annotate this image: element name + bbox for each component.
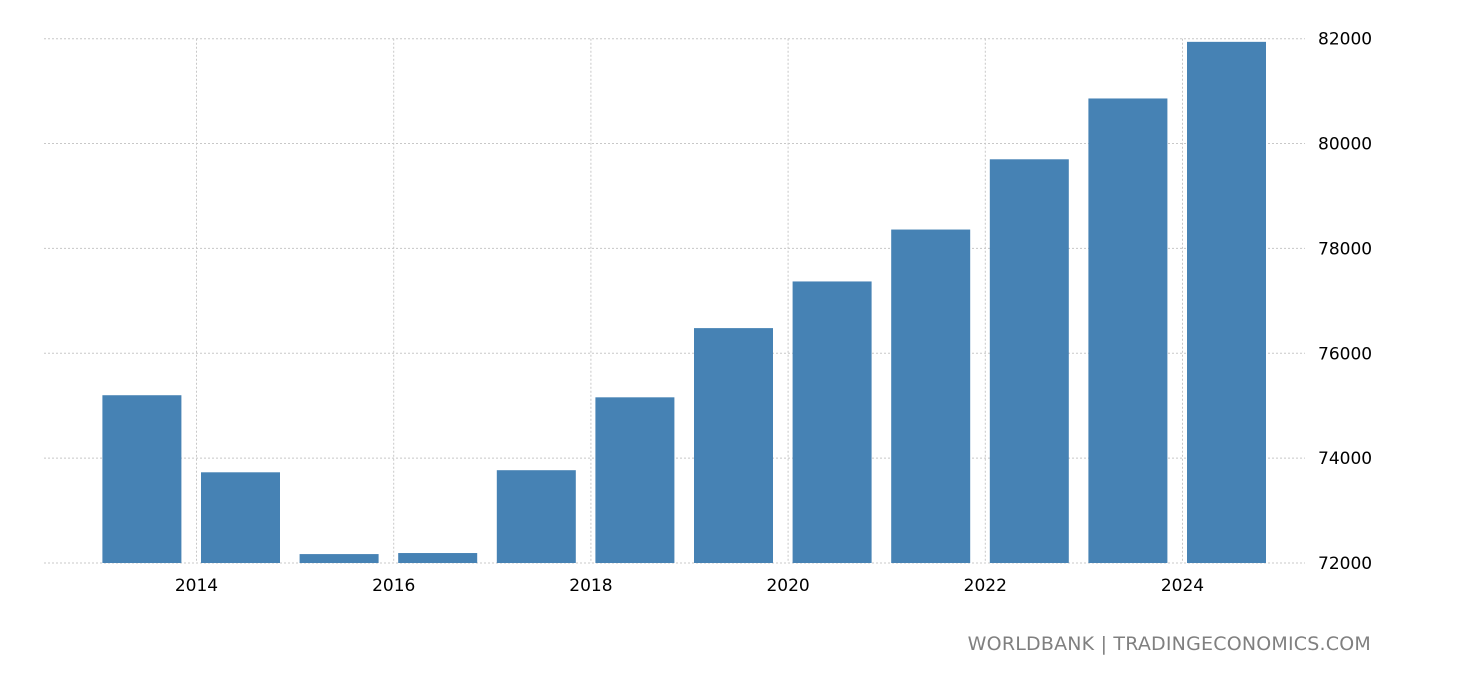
bar-2020 <box>792 281 872 563</box>
bar-2024 <box>1187 41 1266 563</box>
y-tick-label: 74000 <box>1318 449 1372 469</box>
x-tick-label: 2018 <box>569 576 612 596</box>
bar-2015 <box>299 554 379 563</box>
bar-2023 <box>1088 98 1168 563</box>
bar-2019 <box>694 328 773 563</box>
x-tick-label: 2024 <box>1161 576 1204 596</box>
bar-2016 <box>398 553 478 563</box>
x-tick-label: 2020 <box>766 576 809 596</box>
y-tick-label: 76000 <box>1318 344 1372 364</box>
x-tick-label: 2022 <box>964 576 1007 596</box>
x-tick-label: 2016 <box>372 576 415 596</box>
bar-2017 <box>496 470 576 563</box>
bar-2022 <box>989 159 1069 563</box>
bar-2018 <box>595 397 675 563</box>
x-tick-label: 2014 <box>175 576 218 596</box>
y-tick-label: 80000 <box>1318 135 1372 155</box>
y-tick-label: 82000 <box>1318 30 1372 50</box>
bar-2014 <box>201 472 280 563</box>
source-credit: WORLDBANK | TRADINGECONOMICS.COM <box>967 633 1371 655</box>
bar-2021 <box>891 229 971 563</box>
y-tick-label: 72000 <box>1318 554 1372 574</box>
bar-2013 <box>102 395 182 563</box>
y-tick-label: 78000 <box>1318 239 1372 259</box>
